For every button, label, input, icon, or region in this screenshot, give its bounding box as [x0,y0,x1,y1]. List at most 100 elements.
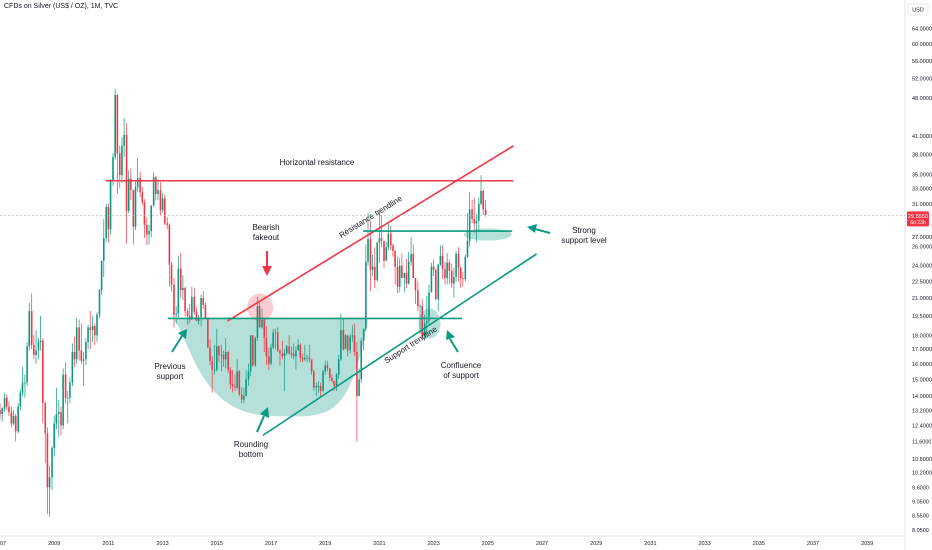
candle-body [107,206,110,230]
candle-body [405,272,408,284]
last-price-value: 29.5550 [908,214,928,220]
candle-body [371,266,374,270]
candle-body [319,385,322,391]
price-tick-label: 11.6000 [912,440,931,446]
confluence-arrow-head [446,330,455,340]
candle-body [261,319,263,328]
candle-body [378,238,381,243]
rounding-bottom-arrow-head [260,407,269,418]
candle-body [186,311,189,316]
candle-body [292,353,295,357]
candle-body [163,198,166,224]
time-tick-label: 2025 [482,541,494,547]
candle-body [193,296,196,313]
candle-body [209,347,211,361]
candle-body [385,247,387,261]
candle-body [362,328,365,341]
candle-body [473,219,476,224]
candle-body [24,382,26,384]
candle-body [91,326,94,330]
candle-body [478,203,480,221]
rounding-bottom-shape [173,318,369,417]
price-tick-label: 35.0000 [912,172,932,178]
time-tick-label: 2009 [48,541,60,547]
candle-body [14,415,17,432]
time-tick-label: 2017 [265,541,277,547]
candle-body [453,277,455,284]
candle-body [279,350,281,354]
candle-body [301,357,304,360]
candle-body [351,335,354,337]
candle-body [127,178,130,211]
candle-body [10,412,13,424]
support-trendline[interactable] [262,253,538,437]
candle-body [441,255,444,269]
candle-body [356,351,358,397]
candle-body [295,350,297,357]
candle-body [315,385,318,388]
price-tick-label: 26.0000 [912,244,932,250]
candle-body [155,177,157,194]
candle-body [367,239,369,262]
price-tick-label: 64.0000 [912,26,932,32]
label-strong: Strong [572,226,596,235]
price-tick-label: 21.0000 [912,296,932,302]
candle-body [243,396,245,400]
candle-body [125,135,128,211]
currency-box[interactable] [907,3,929,16]
candle-body [123,135,125,146]
price-axis-labels: 64.0000 60.0000 56.0000 52.0000 48.0000 41.00… [912,26,932,533]
time-tick-label: 2011 [102,541,114,547]
candle-body [0,410,1,414]
label-of-support: of support [443,371,479,380]
price-tick-label: 56.0000 [912,59,932,65]
price-tick-label: 33.0000 [912,187,932,193]
candle-body [337,359,340,375]
candle-body [313,371,315,388]
candle-body [159,190,162,211]
candle-body [234,385,236,388]
last-price-tag: 29.5550 6d 23h [907,211,929,227]
time-tick-label: 2029 [590,541,602,547]
label-support-level: support level [561,236,607,245]
candle-body [44,403,47,434]
candle-body [403,272,406,279]
candle-body [306,357,308,359]
candle-body [37,342,40,351]
candle-body [21,382,24,393]
candle-body [236,371,238,388]
candle-body [60,412,62,426]
candle-body [468,209,471,241]
candle-body [353,335,356,352]
label-fakeout: fakeout [253,233,280,242]
candle-body [383,240,385,261]
resistance-trendline[interactable] [227,145,514,322]
candle-body [421,306,424,337]
candle-body [231,384,234,386]
label-horizontal-resistance: Horizontal resistance [280,158,355,167]
candle-body [265,337,268,357]
candle-body [342,329,345,350]
candle-body [462,278,464,280]
candle-body [258,306,261,328]
candle-body [464,256,467,280]
candle-body [444,268,446,279]
candle-body [475,220,478,224]
candle-body [1,408,3,414]
time-tick-label: 2023 [427,541,439,547]
candle-body [202,298,205,306]
candle-body [457,253,460,268]
candle-body [82,359,85,361]
fakeout-arrow-head [262,266,272,276]
candle-body [304,357,306,360]
candles-layer [0,89,487,517]
candle-body [417,290,419,307]
time-tick-label: 2039 [861,541,873,547]
price-tick-label: 12.4000 [912,423,932,429]
candle-body [69,382,71,398]
candle-body [213,369,216,371]
candle-body [195,312,198,321]
candle-body [394,251,396,267]
time-tick-label: 2019 [319,541,331,547]
